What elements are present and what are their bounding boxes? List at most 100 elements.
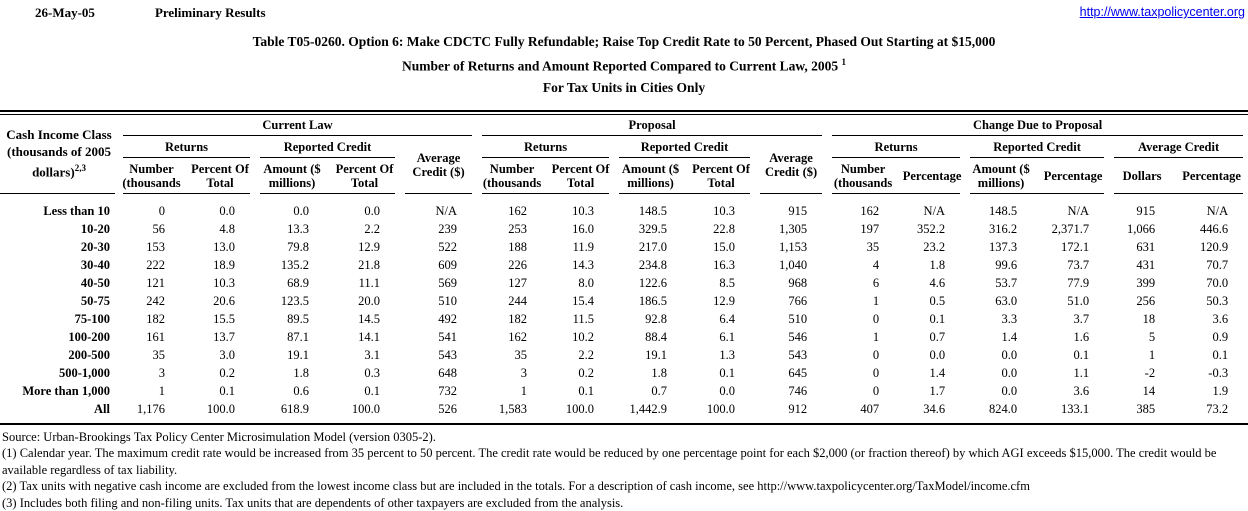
data-cell: 1.8	[255, 364, 329, 382]
data-cell: 0.0	[965, 346, 1037, 364]
data-cell: 8.5	[687, 274, 755, 292]
data-cell: 915	[755, 196, 827, 220]
data-cell: 732	[400, 382, 477, 400]
data-cell: 21.8	[329, 256, 400, 274]
data-cell: 148.5	[965, 196, 1037, 220]
data-cell: 16.0	[547, 220, 614, 238]
data-cell: 19.1	[614, 346, 687, 364]
data-cell: 162	[477, 196, 547, 220]
divider	[619, 157, 750, 158]
divider	[482, 193, 609, 194]
divider	[1114, 193, 1243, 194]
data-cell: 0.0	[965, 382, 1037, 400]
data-cell: 648	[400, 364, 477, 382]
data-cell: 162	[477, 328, 547, 346]
data-cell: 1	[118, 382, 185, 400]
subgroup-ch-returns: Returns	[827, 138, 965, 157]
report-date: 26-May-05	[35, 5, 95, 21]
data-cell: N/A	[1037, 196, 1109, 220]
data-cell: 35	[827, 238, 899, 256]
data-cell: 77.9	[1037, 274, 1109, 292]
data-cell: 1,153	[755, 238, 827, 256]
data-cell: 1.3	[687, 346, 755, 364]
data-cell: 329.5	[614, 220, 687, 238]
data-cell: 123.5	[255, 292, 329, 310]
data-cell: N/A	[1175, 196, 1248, 220]
data-cell: 14.1	[329, 328, 400, 346]
title-line-3: For Tax Units in Cities Only	[0, 77, 1248, 98]
data-cell: 0.1	[899, 310, 965, 328]
col-ch-dollars: Dollars	[1109, 160, 1175, 193]
data-cell: 73.7	[1037, 256, 1109, 274]
data-cell: 226	[477, 256, 547, 274]
data-cell: 1.4	[899, 364, 965, 382]
data-cell: 510	[755, 310, 827, 328]
data-cell: 10.3	[185, 274, 255, 292]
data-cell: 1,176	[118, 400, 185, 418]
data-cell: 88.4	[614, 328, 687, 346]
page-header: 26-May-05 Preliminary Results http://www…	[0, 0, 1248, 21]
divider	[482, 135, 822, 136]
data-cell: 2,371.7	[1037, 220, 1109, 238]
row-label: Less than 10	[0, 196, 118, 220]
data-cell: 92.8	[614, 310, 687, 328]
data-cell: 133.1	[1037, 400, 1109, 418]
data-cell: 12.9	[687, 292, 755, 310]
data-cell: 11.9	[547, 238, 614, 256]
data-cell: 18.9	[185, 256, 255, 274]
data-cell: 492	[400, 310, 477, 328]
data-cell: 1,442.9	[614, 400, 687, 418]
data-cell: 10.3	[547, 196, 614, 220]
data-cell: 0.1	[547, 382, 614, 400]
data-cell: 12.9	[329, 238, 400, 256]
divider	[123, 157, 250, 158]
data-cell: 746	[755, 382, 827, 400]
col-p-percent-of-total: Percent Of Total	[547, 160, 614, 193]
data-cell: 0.1	[185, 382, 255, 400]
data-cell: 1	[477, 382, 547, 400]
stub-header-cash-income-class: Cash Income Class (thousands of 2005 dol…	[0, 115, 118, 193]
data-cell: 0.0	[329, 196, 400, 220]
divider	[482, 157, 609, 158]
data-cell: 100.0	[329, 400, 400, 418]
data-cell: 510	[400, 292, 477, 310]
data-cell: 73.2	[1175, 400, 1248, 418]
data-cell: 0.3	[329, 364, 400, 382]
data-cell: 4.8	[185, 220, 255, 238]
data-cell: 1.7	[899, 382, 965, 400]
data-cell: 0.2	[185, 364, 255, 382]
col-p-number: Number (thousands	[477, 160, 547, 193]
data-cell: 11.5	[547, 310, 614, 328]
data-cell: 526	[400, 400, 477, 418]
row-label: 30-40	[0, 256, 118, 274]
data-cell: 50.3	[1175, 292, 1248, 310]
data-cell: 51.0	[1037, 292, 1109, 310]
divider	[760, 193, 822, 194]
data-cell: 0	[827, 364, 899, 382]
data-cell: 824.0	[965, 400, 1037, 418]
footnote-1: (1) Calendar year. The maximum credit ra…	[2, 445, 1244, 478]
data-cell: 127	[477, 274, 547, 292]
subgroup-cl-returns: Returns	[118, 138, 255, 157]
data-cell: 217.0	[614, 238, 687, 256]
data-cell: 14.3	[547, 256, 614, 274]
data-cell: 162	[827, 196, 899, 220]
taxpolicycenter-link[interactable]: http://www.taxpolicycenter.org	[1080, 5, 1245, 19]
row-label: All	[0, 400, 118, 418]
divider	[1114, 157, 1243, 158]
row-label: 500-1,000	[0, 364, 118, 382]
divider	[123, 135, 472, 136]
data-cell: 11.1	[329, 274, 400, 292]
divider	[619, 193, 750, 194]
divider	[405, 193, 472, 194]
subgroup-cl-reported-credit: Reported Credit	[255, 138, 400, 157]
data-cell: 35	[477, 346, 547, 364]
col-cl-percent-of-total: Percent Of Total	[185, 160, 255, 193]
